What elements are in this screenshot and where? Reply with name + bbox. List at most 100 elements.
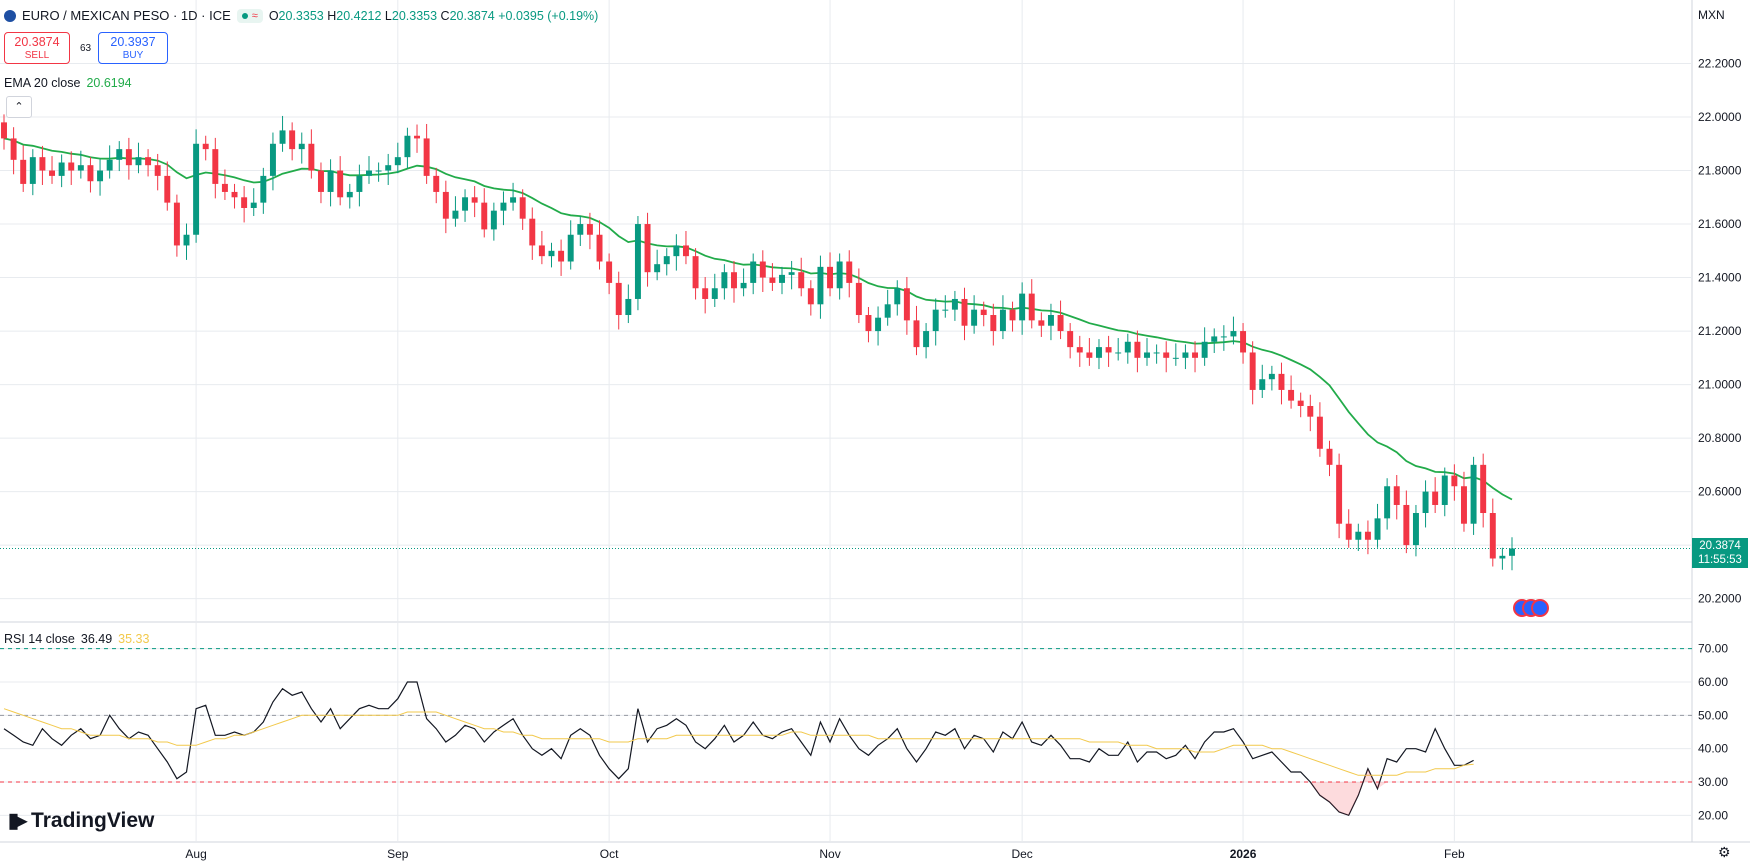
ema-legend[interactable]: EMA 20 close 20.6194 [4, 76, 132, 90]
candle-body [606, 261, 613, 283]
candle-body [577, 224, 584, 235]
candle-body [865, 315, 872, 332]
candle-body [759, 261, 766, 278]
candle-body [1211, 336, 1218, 342]
candle-body [750, 261, 757, 283]
price-tick-label: 22.0000 [1698, 110, 1742, 124]
candle-body [106, 159, 113, 171]
candle-body [692, 256, 699, 289]
candle-body [1019, 293, 1026, 321]
candle-body [942, 309, 949, 311]
candle-body [1374, 518, 1381, 540]
candle-body [538, 245, 545, 257]
axes: 20.200020.400020.600020.800021.000021.20… [185, 57, 1741, 861]
candle-body [702, 288, 709, 299]
price-tick-label: 21.0000 [1698, 378, 1742, 392]
candle-body [1278, 373, 1285, 390]
candle-body [375, 170, 382, 172]
candle-body [1240, 331, 1247, 353]
candle-body [1163, 352, 1170, 358]
candle-body [490, 210, 497, 230]
event-markers[interactable] [1513, 599, 1549, 617]
candle-body [615, 282, 622, 316]
candle-body [173, 202, 180, 246]
candle-body [951, 298, 958, 310]
market-status-badge[interactable]: ≈ [236, 8, 263, 23]
candle-body [1134, 341, 1141, 358]
candle-body [961, 298, 968, 326]
candle-body [596, 234, 603, 262]
candle-body [1249, 352, 1256, 390]
candle-body [682, 245, 689, 257]
candle-body [1336, 464, 1343, 524]
ema-line-layer [0, 137, 1692, 549]
time-tick-label: Nov [819, 847, 840, 861]
candle-body [1355, 531, 1362, 540]
candle-body [77, 165, 84, 171]
candle-body [308, 143, 315, 171]
candle-body [855, 282, 862, 316]
candle-body [298, 143, 305, 150]
rsi-tick-label: 20.00 [1698, 808, 1728, 822]
candle-body [990, 315, 997, 332]
price-tick-label: 20.6000 [1698, 485, 1742, 499]
ohlc-values: O20.3353 H20.4212 L20.3353 C20.3874 +0.0… [268, 8, 599, 23]
flag-icon [4, 9, 16, 22]
time-tick-label: Sep [387, 847, 409, 861]
rsi-ma-line [3, 708, 1474, 776]
event-marker-icon[interactable] [1531, 599, 1549, 617]
rsi-legend[interactable]: RSI 14 close 36.49 35.33 [4, 632, 150, 646]
candle-body [971, 309, 978, 326]
candle-body [462, 197, 469, 211]
candle-body [654, 264, 661, 273]
currency-label[interactable]: MXN [1698, 8, 1725, 22]
candle-body [663, 256, 670, 265]
price-tick-label: 21.8000 [1698, 164, 1742, 178]
candle-body [1326, 448, 1333, 465]
candle-body [1192, 352, 1199, 358]
price-tick-label: 21.6000 [1698, 217, 1742, 231]
tradingview-logo[interactable]: ▮▸ TradingView [8, 808, 155, 833]
candle-body [269, 143, 276, 176]
rsi-layer [3, 681, 1474, 817]
candle-body [807, 288, 814, 305]
sell-button[interactable]: 20.3874 SELL [4, 32, 70, 64]
market-open-icon [241, 12, 248, 19]
candle-body [510, 197, 517, 203]
candle-body [260, 175, 267, 203]
collapse-legend-button[interactable]: ⌃ [6, 96, 32, 118]
time-tick-label: Aug [185, 847, 206, 861]
grid [0, 0, 1750, 843]
candle-body [10, 138, 17, 160]
buy-button[interactable]: 20.3937 BUY [98, 32, 168, 64]
time-tick-label: Dec [1011, 847, 1032, 861]
candle-body [817, 266, 824, 305]
candle-body [846, 261, 853, 283]
candle-body [471, 197, 478, 203]
symbol-title[interactable]: EURO / MEXICAN PESO · 1D · ICE [22, 8, 231, 23]
candles-layer [1, 114, 1515, 571]
settings-icon[interactable]: ⚙ [1718, 844, 1731, 860]
candle-body [1364, 531, 1371, 540]
candle-body [1499, 555, 1506, 559]
candle-body [250, 202, 257, 208]
candle-body [1028, 293, 1035, 321]
candle-body [394, 157, 401, 166]
rsi-tick-label: 30.00 [1698, 775, 1728, 789]
price-tick-label: 22.2000 [1698, 57, 1742, 71]
candle-body [836, 261, 843, 289]
candle-body [1124, 341, 1131, 353]
candle-body [1480, 464, 1487, 514]
candle-body [1509, 548, 1515, 556]
time-tick-label: 2026 [1230, 847, 1257, 861]
candle-body [1182, 352, 1189, 358]
candle-body [1220, 336, 1227, 338]
candle-body [289, 130, 296, 150]
candle-body [154, 165, 161, 176]
candle-body [337, 170, 344, 198]
candle-body [1316, 416, 1323, 449]
candle-body [1038, 320, 1045, 326]
candle-body [1422, 491, 1429, 514]
candle-body [145, 157, 152, 166]
